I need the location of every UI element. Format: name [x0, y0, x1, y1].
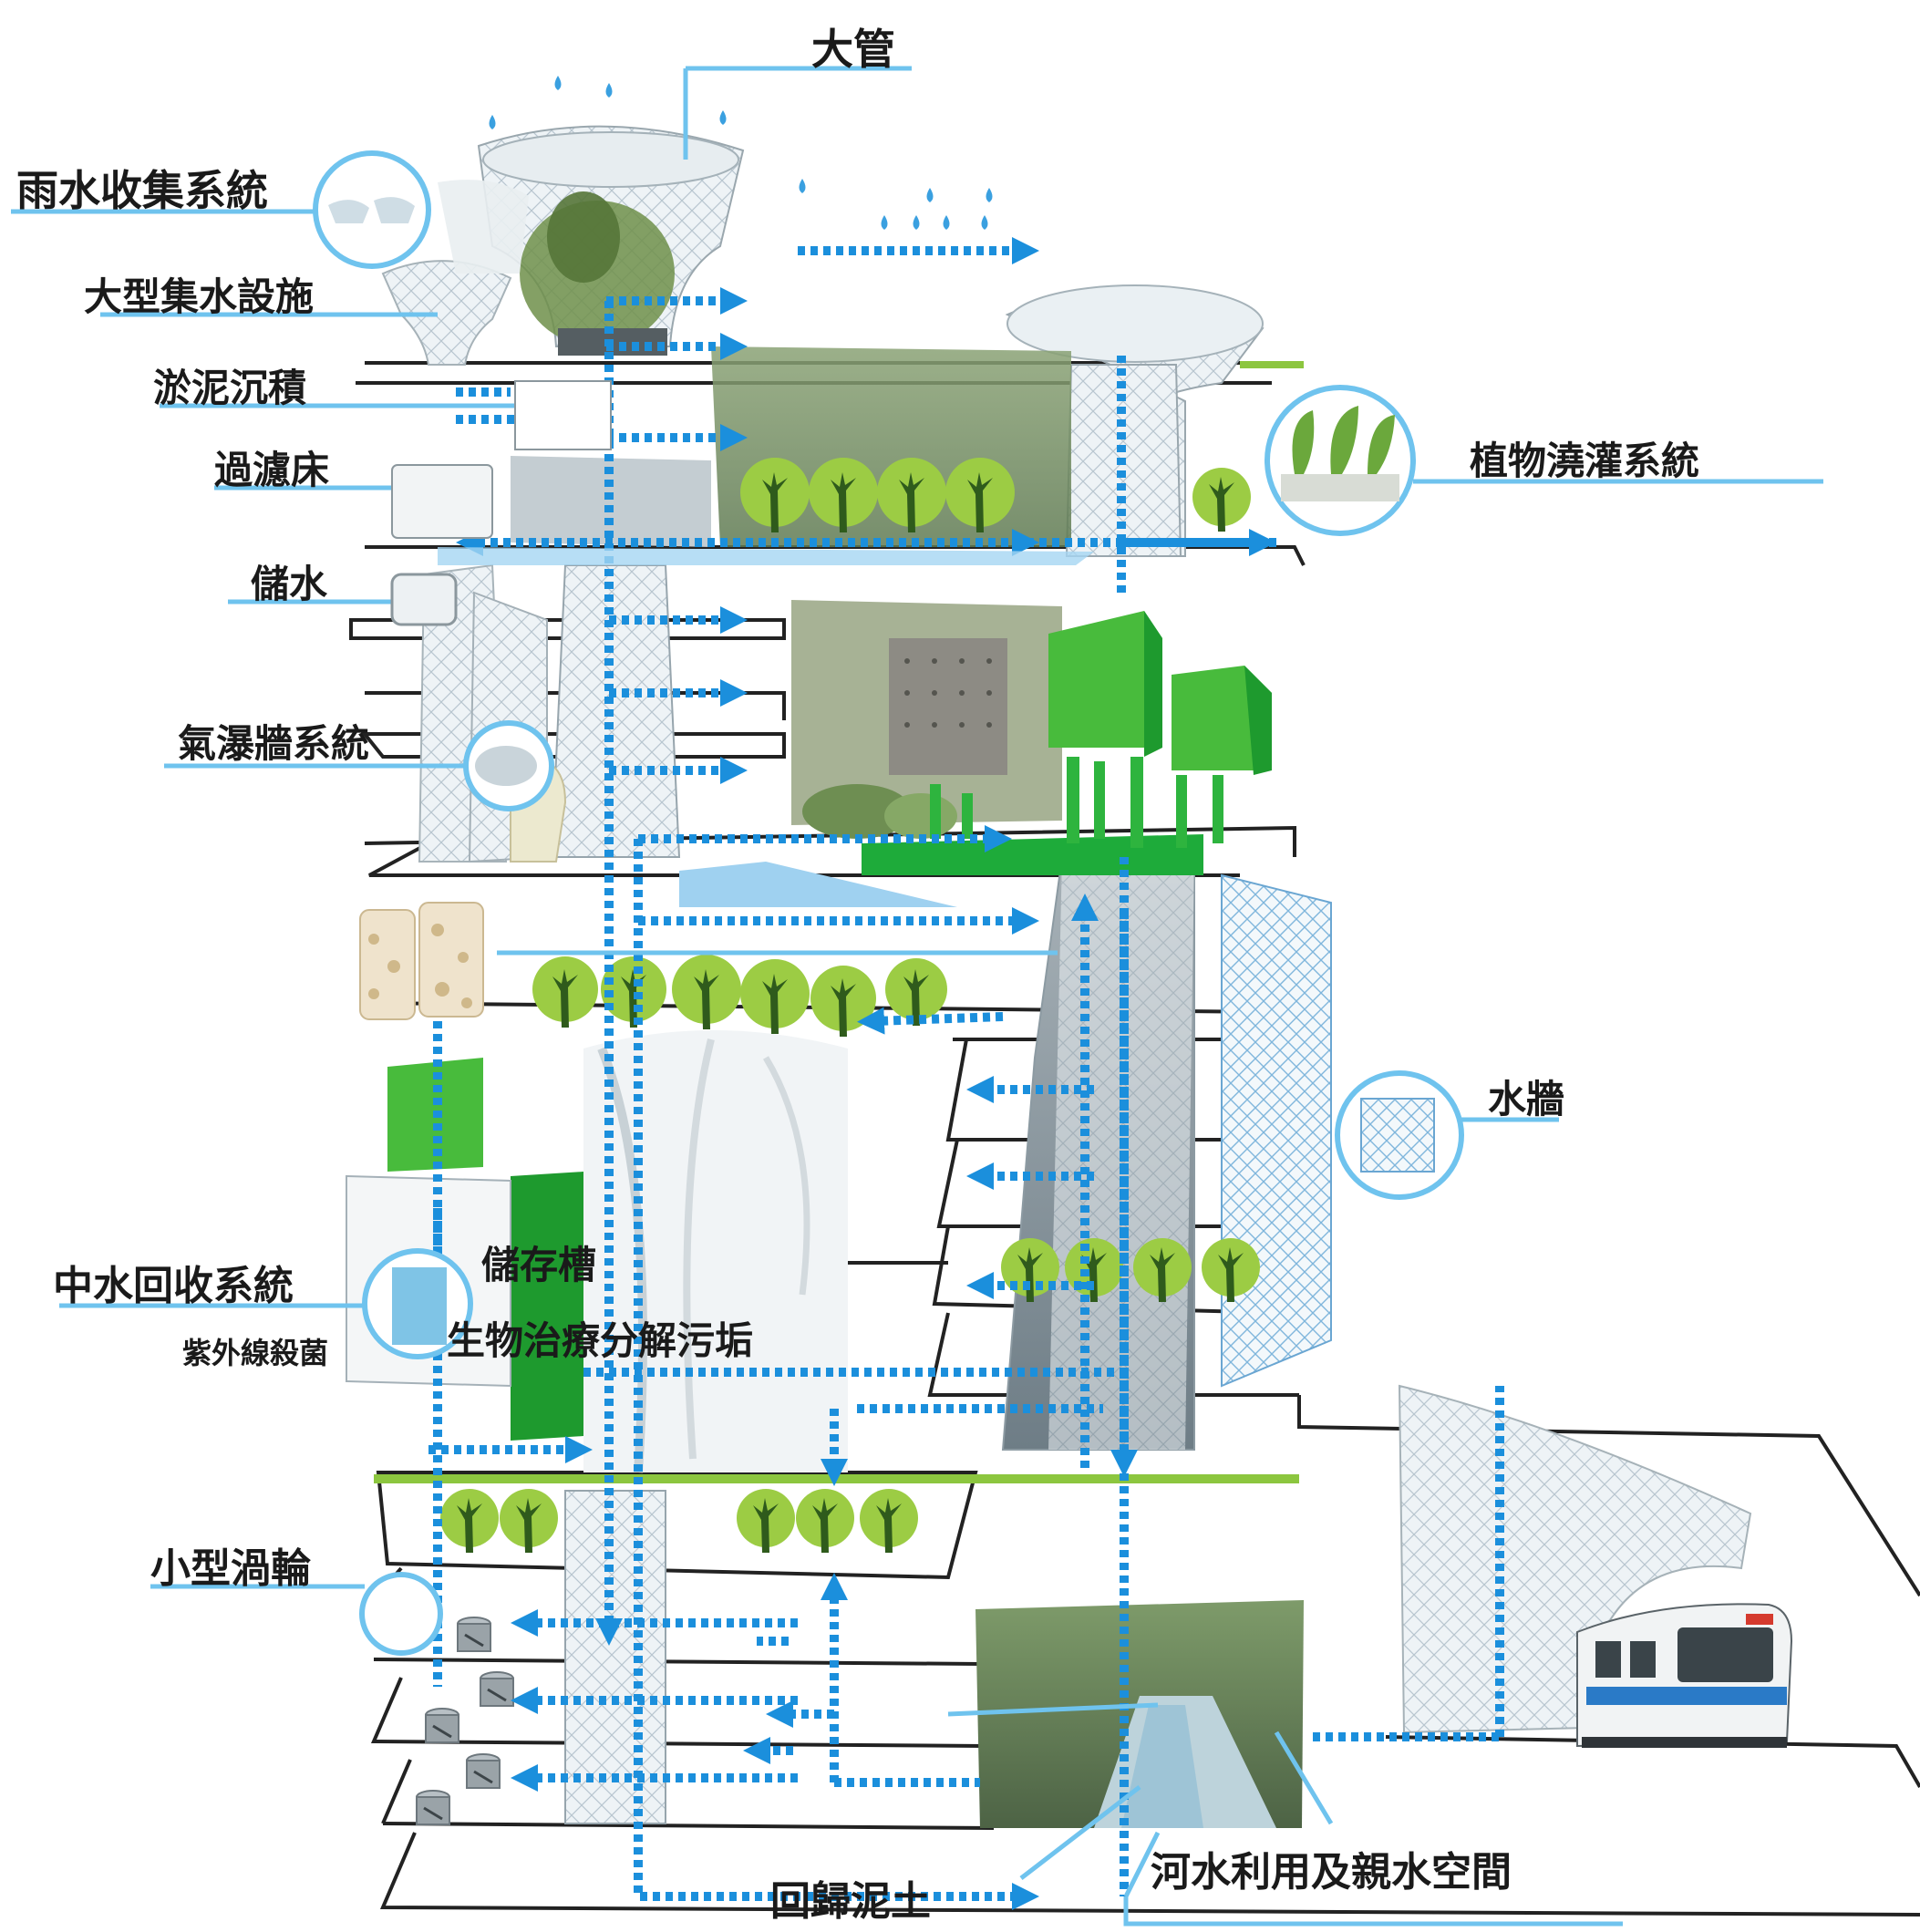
- turbine-icon: [480, 1671, 514, 1707]
- river-photo: [975, 1600, 1304, 1828]
- label-bio-treatment: 生物治療分解污垢: [447, 1319, 753, 1362]
- raindrop-icon: [605, 83, 613, 98]
- raindrop-icon: [554, 76, 562, 90]
- label-mist-wall: 氣瀑牆系統: [178, 722, 369, 765]
- label-uv: 紫外線殺菌: [182, 1337, 328, 1369]
- raindrop-icon: [913, 215, 920, 230]
- tree-icon: [672, 955, 741, 1029]
- label-rain-collection: 雨水收集系統: [16, 167, 268, 214]
- label-big-pipe: 大管: [811, 26, 895, 73]
- sediment-thumb: [514, 380, 612, 450]
- courtyard-photo: [791, 600, 1062, 839]
- raindrop-group: [489, 76, 993, 230]
- raindrop-icon: [981, 215, 988, 230]
- small-funnel-left: [381, 180, 529, 366]
- labels: 大管 雨水收集系統 大型集水設施 淤泥沉積 過濾床 儲水 氣瀑牆系統 植物澆灌系…: [16, 26, 1699, 1924]
- label-micro-turbine: 小型渦輪: [150, 1546, 311, 1591]
- label-storage: 儲水: [251, 563, 328, 605]
- tree-icon: [1202, 1238, 1260, 1302]
- label-return-soil: 回歸泥土: [770, 1879, 931, 1924]
- rain-collection-thumb: [328, 197, 415, 223]
- tree-group: [440, 458, 1260, 1553]
- tree-icon: [1192, 468, 1251, 532]
- label-storage-tank: 儲存槽: [481, 1244, 596, 1286]
- tree-icon: [740, 458, 810, 532]
- label-water-wall: 水牆: [1488, 1078, 1564, 1121]
- tree-icon: [945, 458, 1015, 532]
- flow-arrow-icon: [857, 1007, 1004, 1035]
- raindrop-icon: [881, 215, 888, 230]
- label-large-catchment: 大型集水設施: [84, 275, 314, 318]
- raindrop-icon: [943, 215, 950, 230]
- tall-tower-right: [1001, 856, 1195, 1451]
- turbine-group: [416, 1617, 514, 1825]
- turbine-icon: [416, 1790, 450, 1825]
- callout-circles: [313, 150, 1464, 1656]
- irrigation-thumb: [1281, 406, 1399, 501]
- raindrop-icon: [926, 188, 934, 202]
- callout-lines: [11, 66, 1823, 1927]
- tree-icon: [809, 458, 878, 532]
- raindrop-icon: [719, 110, 727, 125]
- raindrop-icon: [986, 188, 993, 202]
- tree-icon: [885, 958, 947, 1026]
- label-filter-bed: 過濾床: [214, 449, 329, 491]
- label-plant-irrigation: 植物澆灌系統: [1470, 439, 1699, 482]
- raindrop-icon: [799, 179, 806, 193]
- tree-icon: [532, 956, 598, 1028]
- tree-icon: [737, 1489, 795, 1553]
- raindrop-icon: [489, 115, 496, 129]
- tree-icon: [796, 1489, 854, 1553]
- tree-icon: [860, 1489, 918, 1553]
- tree-icon: [1133, 1238, 1192, 1302]
- storage-water-surface: [438, 547, 1094, 565]
- turbine-icon: [457, 1617, 491, 1652]
- tree-icon: [500, 1489, 558, 1553]
- tree-icon: [810, 966, 876, 1037]
- tree-icon: [740, 959, 810, 1034]
- water-wall-panel: [1221, 873, 1332, 1388]
- turbine-icon: [466, 1753, 501, 1789]
- turbine-icon: [425, 1708, 459, 1743]
- green-planter-boxes: [862, 611, 1272, 875]
- label-greywater: 中水回收系統: [53, 1264, 294, 1308]
- tree-icon: [877, 458, 946, 532]
- filter-bed-thumb: [391, 464, 493, 539]
- metro-train-icon: [1576, 1603, 1793, 1748]
- label-sediment: 淤泥沉積: [153, 367, 306, 409]
- atrium-interior: [583, 1030, 848, 1473]
- storage-tank-thumb: [390, 573, 458, 626]
- label-river-use: 河水利用及親水空間: [1151, 1850, 1512, 1895]
- central-column: [550, 564, 681, 1824]
- water-ramp: [679, 862, 957, 907]
- sponge-blocks: [359, 902, 484, 1020]
- tree-icon: [440, 1489, 499, 1553]
